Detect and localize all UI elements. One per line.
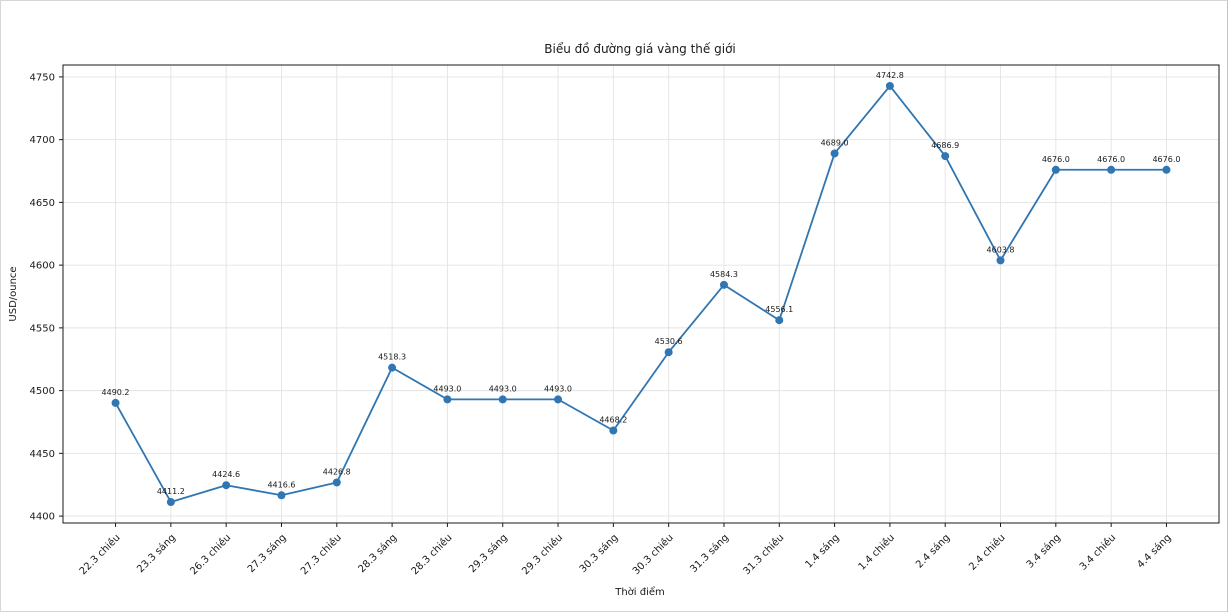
x-tick-label: 26.3 chiều <box>188 532 234 578</box>
x-tick-label: 22.3 chiều <box>77 532 123 578</box>
data-point-marker <box>830 149 839 158</box>
data-point-label: 4424.6 <box>212 470 240 479</box>
y-tick-label: 4600 <box>30 261 55 272</box>
data-point-label: 4518.3 <box>378 353 406 362</box>
x-tick-label: 27.3 sáng <box>245 532 288 575</box>
data-point-marker <box>443 395 452 404</box>
x-tick-label: 1.4 sáng <box>803 532 842 571</box>
price-line <box>114 85 1167 503</box>
x-tick-label: 30.3 chiều <box>630 532 676 578</box>
x-tick-label: 31.3 chiều <box>741 532 787 578</box>
data-point-marker <box>277 491 286 500</box>
y-tick-label: 4650 <box>30 198 55 209</box>
y-tick-label: 4450 <box>30 449 55 460</box>
gridlines-layer <box>63 65 1219 523</box>
x-tick-label: 4.4 sáng <box>1135 532 1174 571</box>
data-point-marker <box>1107 165 1116 174</box>
y-tick-label: 4750 <box>30 72 55 83</box>
data-point-marker <box>554 395 563 404</box>
y-axis-title: USD/ounce <box>8 266 19 321</box>
data-point-label: 4556.1 <box>765 305 793 314</box>
x-tick-label: 29.3 sáng <box>466 532 509 575</box>
x-tick-label: 29.3 chiều <box>520 532 566 578</box>
data-point-marker <box>1162 165 1171 174</box>
data-point-label: 4584.3 <box>710 270 738 279</box>
y-tick-label: 4400 <box>30 512 55 523</box>
chart-title: Biểu đồ đường giá vàng thế giới <box>544 42 736 56</box>
data-point-marker <box>885 81 894 90</box>
x-tick-label: 28.3 sáng <box>356 532 399 575</box>
data-point-label: 4411.2 <box>157 487 185 496</box>
data-point-label: 4468.2 <box>599 416 627 425</box>
x-tick-label: 3.4 chiều <box>1077 532 1118 573</box>
x-axis-title: Thời điểm <box>614 585 665 598</box>
data-point-label: 4676.0 <box>1042 155 1070 164</box>
ticks-layer: 4400 4450 4500 4550 4600 4650 4700 4750 22.3 chi… <box>30 72 1174 577</box>
data-point-marker <box>388 363 397 372</box>
data-point-marker <box>775 316 784 325</box>
data-point-label: 4676.0 <box>1152 155 1180 164</box>
data-point-label: 4493.0 <box>544 384 572 393</box>
data-point-label: 4490.2 <box>102 388 130 397</box>
data-point-label: 4530.6 <box>655 337 683 346</box>
data-point-label: 4493.0 <box>433 384 461 393</box>
data-point-marker <box>941 152 950 161</box>
data-point-label: 4426.8 <box>323 467 351 476</box>
data-point-marker <box>664 348 673 357</box>
x-tick-label: 3.4 sáng <box>1024 532 1063 571</box>
y-tick-label: 4700 <box>30 135 55 146</box>
data-point-label: 4603.8 <box>987 245 1015 254</box>
data-point-marker <box>996 256 1005 265</box>
data-point-marker <box>111 398 120 407</box>
y-tick-label: 4550 <box>30 323 55 334</box>
y-tick-label: 4500 <box>30 386 55 397</box>
x-tick-label: 2.4 chiều <box>966 532 1007 573</box>
data-point-label: 4416.6 <box>267 480 295 489</box>
x-tick-label: 31.3 sáng <box>688 532 731 575</box>
data-point-label: 4742.8 <box>876 71 904 80</box>
data-point-marker <box>332 478 341 487</box>
data-point-label: 4676.0 <box>1097 155 1125 164</box>
data-point-label: 4493.0 <box>489 384 517 393</box>
data-point-marker <box>222 481 231 490</box>
data-point-marker <box>1051 165 1060 174</box>
x-tick-label: 30.3 sáng <box>577 532 620 575</box>
x-tick-label: 2.4 sáng <box>913 532 952 571</box>
data-point-marker <box>166 498 175 507</box>
data-point-label: 4686.9 <box>931 141 959 150</box>
plot-border <box>62 64 1220 524</box>
series-layer <box>111 81 1171 507</box>
x-tick-label: 27.3 chiều <box>298 532 344 578</box>
x-tick-label: 1.4 chiều <box>856 532 897 573</box>
x-tick-label: 28.3 chiều <box>409 532 455 578</box>
data-point-label: 4689.0 <box>821 138 849 147</box>
x-tick-label: 23.3 sáng <box>135 532 178 575</box>
point-labels-layer: 4490.2 4411.2 4424.6 4416.6 4426.8 4518.3 4493… <box>102 71 1181 496</box>
data-point-marker <box>719 280 728 289</box>
data-point-marker <box>609 426 618 435</box>
data-point-marker <box>498 395 507 404</box>
